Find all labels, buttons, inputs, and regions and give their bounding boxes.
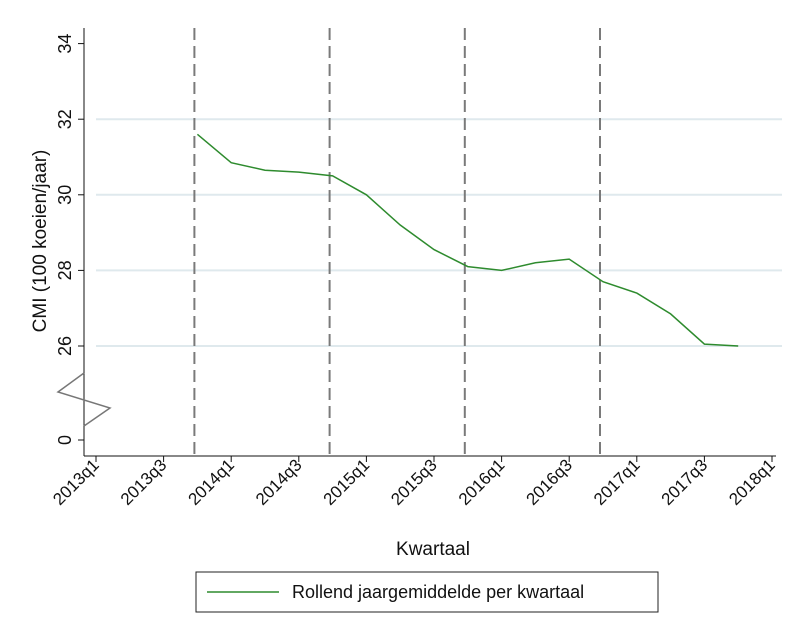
- axes: [56, 28, 776, 462]
- x-tick-label: 2015q1: [320, 455, 374, 509]
- series-lines: [196, 133, 739, 347]
- reference-lines: [193, 28, 601, 456]
- legend: Rollend jaargemiddelde per kwartaal: [195, 571, 659, 613]
- x-tick-label: 2016q3: [522, 455, 576, 509]
- x-tick-labels: 2013q1 2013q3 2014q1 2014q3 2015q1 2015q3 2016…: [49, 455, 779, 509]
- legend-label: Rollend jaargemiddelde per kwartaal: [292, 582, 584, 602]
- axis-break-marker: [56, 372, 112, 427]
- x-tick-label: 2017q1: [590, 455, 644, 509]
- x-tick-label: 2016q1: [455, 455, 509, 509]
- y-tick-labels: 0 26 28 30 32 34: [55, 34, 75, 445]
- y-tick-label: 26: [55, 336, 75, 356]
- series-line: [196, 133, 739, 347]
- y-tick-label: 28: [55, 260, 75, 280]
- x-tick-label: 2014q1: [184, 455, 238, 509]
- x-tick-label: 2013q1: [49, 455, 103, 509]
- x-tick-label: 2014q3: [252, 455, 306, 509]
- x-tick-label: 2017q3: [658, 455, 712, 509]
- x-tick-label: 2013q3: [117, 455, 171, 509]
- grid-lines: [96, 118, 782, 347]
- y-axis-label: CMI (100 koeien/jaar): [30, 150, 51, 333]
- x-tick-label: 2018q1: [725, 455, 779, 509]
- x-axis-label: Kwartaal: [396, 539, 470, 560]
- y-tick-label: 34: [55, 34, 75, 54]
- y-tick-label: 30: [55, 185, 75, 205]
- y-tick-label: 32: [55, 109, 75, 129]
- x-tick-label: 2015q3: [387, 455, 441, 509]
- y-tick-label: 0: [55, 435, 75, 445]
